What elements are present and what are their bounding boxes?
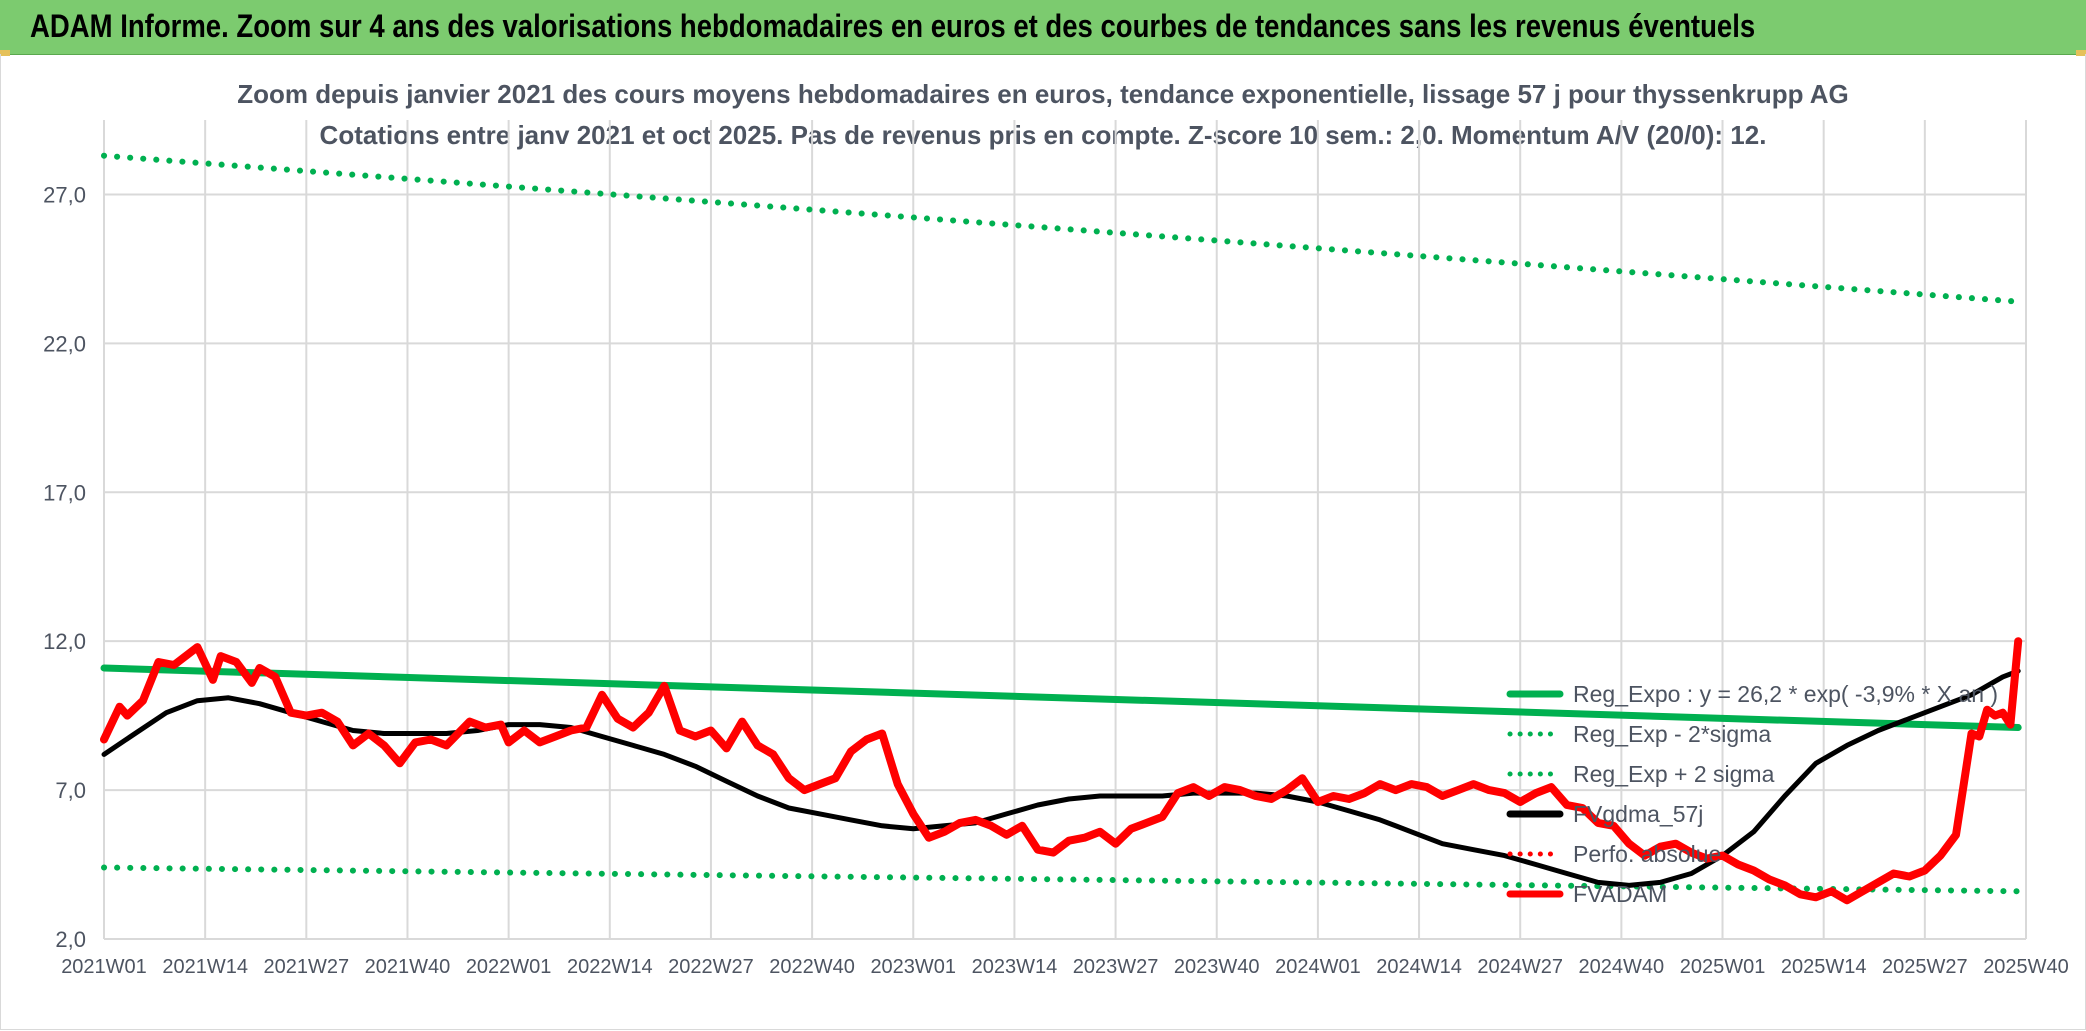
x-tick-label: 2021W27 [264,956,350,978]
x-tick-label: 2025W40 [1983,956,2069,978]
legend-label: FVgdma_57j [1573,801,1703,827]
x-tick-label: 2023W27 [1073,956,1159,978]
x-tick-label: 2022W01 [466,956,552,978]
y-tick-label: 27,0 [43,182,86,207]
grid [103,120,2027,940]
y-tick-label: 7,0 [55,778,86,803]
legend-label: FVADAM [1573,881,1667,907]
y-tick-label: 12,0 [43,629,86,654]
series-line-0 [100,664,2022,731]
x-tick-label: 2021W01 [61,956,147,978]
legend-label: Reg_Expo : y = 26,2 * exp( -3,9% * X an … [1573,681,1998,707]
chart-title: Zoom depuis janvier 2021 des cours moyen… [237,79,1849,109]
report-banner: ADAM Informe. Zoom sur 4 ans des valoris… [0,0,2086,55]
series-line-1 [101,864,2022,895]
line-chart: Zoom depuis janvier 2021 des cours moyen… [43,79,2069,978]
legend-label: Reg_Exp + 2 sigma [1573,761,1775,787]
x-tick-label: 2024W27 [1477,956,1563,978]
banner-corner-left [0,50,10,56]
legend: Reg_Expo : y = 26,2 * exp( -3,9% * X an … [1506,681,1998,907]
x-tick-label: 2022W14 [567,956,653,978]
legend-label: Reg_Exp - 2*sigma [1573,721,1771,747]
x-tick-label: 2021W14 [162,956,248,978]
x-tick-label: 2021W40 [365,956,451,978]
banner-corner-right [2076,50,2086,56]
chart-subtitle: Cotations entre janv 2021 et oct 2025. P… [320,120,1767,150]
x-tick-label: 2024W14 [1376,956,1462,978]
x-tick-label: 2022W27 [668,956,754,978]
x-tick-label: 2024W40 [1579,956,1665,978]
x-tick-label: 2023W14 [972,956,1058,978]
series-line-5 [100,637,2023,905]
x-tick-label: 2025W01 [1680,956,1766,978]
series-layer [100,152,2023,905]
x-tick-label: 2025W14 [1781,956,1867,978]
y-tick-label: 22,0 [43,331,86,356]
report-title: ADAM Informe. Zoom sur 4 ans des valoris… [30,8,1756,44]
x-tick-label: 2023W40 [1174,956,1260,978]
x-tick-label: 2023W01 [870,956,956,978]
legend-label: Perfo. absolue [1573,841,1721,867]
x-tick-label: 2024W01 [1275,956,1361,978]
y-tick-label: 2,0 [55,927,86,952]
x-tick-label: 2025W27 [1882,956,1968,978]
series-line-2 [101,152,2022,305]
y-tick-label: 17,0 [43,480,86,505]
x-tick-label: 2022W40 [769,956,855,978]
axis-ticks: 2,0 7,0 12,0 17,0 22,0 27,0 2021W01 2021W14 2021… [43,182,2069,978]
